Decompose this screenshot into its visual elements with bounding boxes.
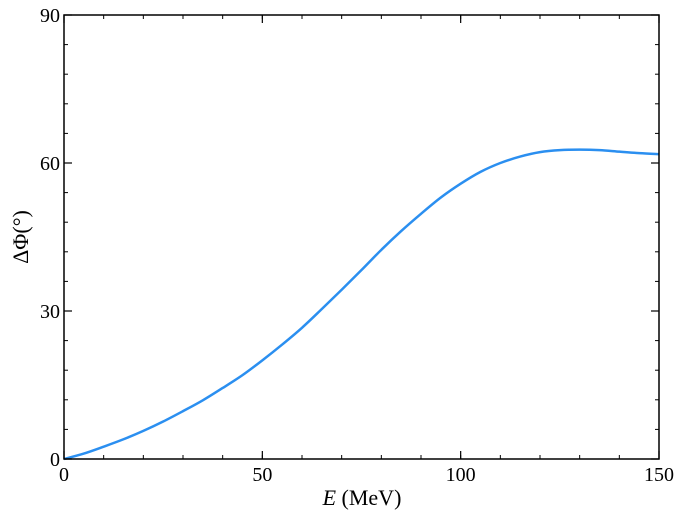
plot-frame	[63, 14, 660, 460]
plot-area	[63, 148, 660, 461]
y-tick-label: 0	[50, 449, 60, 471]
x-tick-label: 50	[252, 464, 272, 486]
x-axis-unit: (MeV)	[336, 485, 401, 510]
y-axis-title: ΔΦ(°)	[8, 210, 33, 264]
y-tick-label: 90	[40, 5, 60, 27]
x-tick-label: 0	[59, 464, 69, 486]
x-tick-label: 150	[644, 464, 674, 486]
x-axis-variable: E	[322, 485, 337, 510]
y-tick-label: 30	[40, 301, 60, 323]
y-tick-label: 60	[40, 153, 60, 175]
x-tick-label: 100	[446, 464, 476, 486]
axis-ticks	[63, 14, 660, 460]
x-axis-title: E (MeV)	[322, 485, 402, 510]
series-line-0	[63, 148, 660, 461]
tick-labels: 0 50 100 150 0 30 60 90	[40, 5, 674, 486]
